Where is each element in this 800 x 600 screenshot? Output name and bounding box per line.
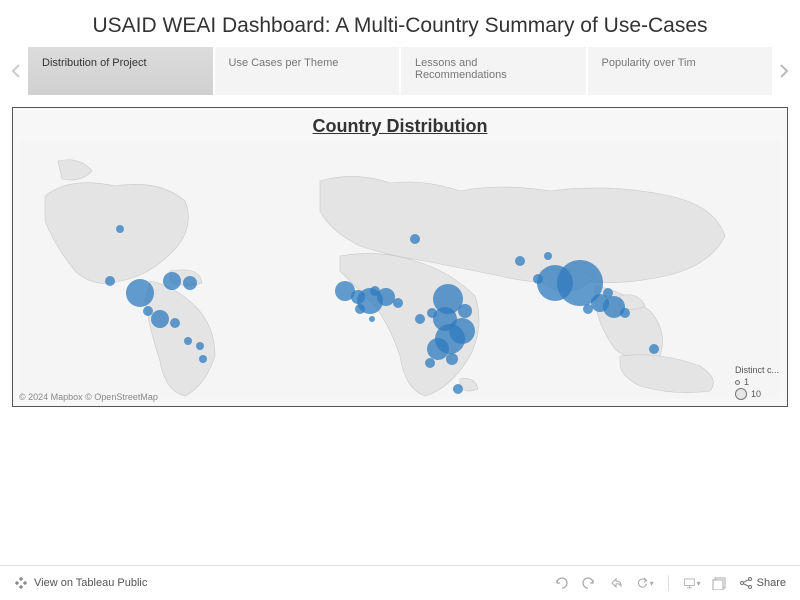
map-point[interactable] [393,298,403,308]
toolbar-separator [668,575,669,591]
map-point[interactable] [105,276,115,286]
page-title: USAID WEAI Dashboard: A Multi-Country Su… [0,0,800,47]
map-point[interactable] [620,308,630,318]
map-point[interactable] [446,353,458,365]
map-point[interactable] [427,338,449,360]
tab-2[interactable]: Lessons and Recommendations [401,47,586,95]
map-point[interactable] [369,316,375,322]
map-point[interactable] [199,355,207,363]
view-on-tableau-link[interactable]: View on Tableau Public [14,576,147,590]
map-point[interactable] [425,358,435,368]
tabs-container: Distribution of ProjectUse Cases per The… [28,47,772,95]
map-point[interactable] [377,288,395,306]
map-point[interactable] [143,306,153,316]
map-point[interactable] [415,314,425,324]
map-point[interactable] [410,234,420,244]
map-point[interactable] [458,304,472,318]
map-point[interactable] [151,310,169,328]
map-point[interactable] [163,272,181,290]
redo-icon[interactable] [580,574,598,592]
presentation-icon[interactable]: ▾ [683,574,701,592]
map-attribution: © 2024 Mapbox © OpenStreetMap [19,392,158,402]
toolbar: View on Tableau Public ▾ ▾ Share [0,565,800,600]
download-icon[interactable] [711,574,729,592]
tabs-prev-arrow[interactable] [4,47,28,95]
tableau-icon [14,576,28,590]
map-point[interactable] [603,288,613,298]
share-label: Share [757,577,786,589]
map-point[interactable] [170,318,180,328]
refresh-icon[interactable]: ▾ [636,574,654,592]
map-panel: Country Distribution © 2024 Mapbox © Ope… [12,107,788,407]
view-on-tableau-label: View on Tableau Public [34,577,147,589]
tabs-row: Distribution of ProjectUse Cases per The… [0,47,800,95]
revert-icon[interactable] [608,574,626,592]
legend-row: 10 [735,388,779,400]
tab-1[interactable]: Use Cases per Theme [215,47,400,95]
map-point[interactable] [184,337,192,345]
legend-row: 1 [735,377,779,387]
map-point[interactable] [649,344,659,354]
legend-title: Distinct c... [735,365,779,375]
tabs-next-arrow[interactable] [772,47,796,95]
map-point[interactable] [196,342,204,350]
tab-3[interactable]: Popularity over Tim [588,47,773,95]
map-legend: Distinct c... 110 [735,365,779,400]
map-point[interactable] [355,304,365,314]
map-point[interactable] [453,384,463,394]
undo-icon[interactable] [552,574,570,592]
map-point[interactable] [116,225,124,233]
share-button[interactable]: Share [739,576,786,590]
map-point[interactable] [183,276,197,290]
tab-0[interactable]: Distribution of Project [28,47,213,95]
map-point[interactable] [544,252,552,260]
map-point[interactable] [515,256,525,266]
world-map[interactable] [13,141,787,399]
share-icon [739,576,753,590]
map-point[interactable] [126,279,154,307]
map-title: Country Distribution [13,108,787,141]
